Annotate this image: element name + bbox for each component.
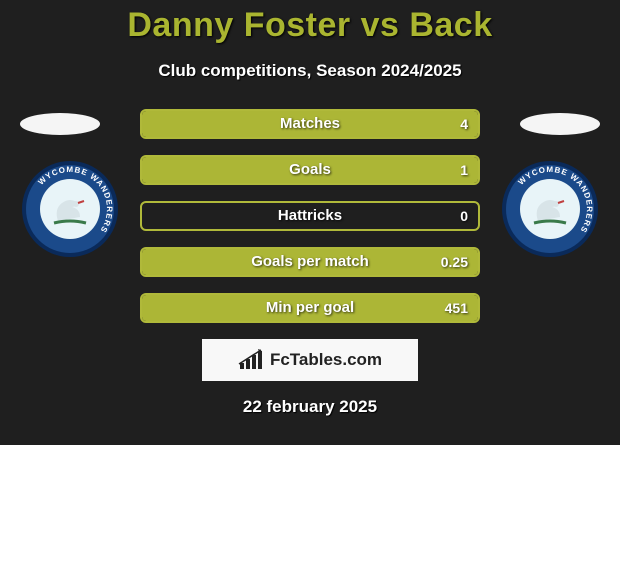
stat-label: Hattricks <box>142 203 478 229</box>
stat-label: Min per goal <box>142 295 478 321</box>
brand-name: FcTables.com <box>270 350 382 370</box>
bar-chart-icon <box>238 349 264 371</box>
spotlight-left <box>20 113 100 135</box>
stat-row: Min per goal451 <box>140 293 480 323</box>
date-label: 22 february 2025 <box>0 397 620 417</box>
spotlight-right <box>520 113 600 135</box>
stat-row: Goals per match0.25 <box>140 247 480 277</box>
stat-row: Hattricks0 <box>140 201 480 231</box>
stat-label: Goals <box>142 157 478 183</box>
club-badge-svg: WYCOMBE WANDERERS <box>500 159 600 259</box>
stat-row: Goals1 <box>140 155 480 185</box>
bottom-whitespace <box>0 445 620 580</box>
club-badge-svg: WYCOMBE WANDERERS <box>20 159 120 259</box>
stat-value-right: 0.25 <box>441 249 468 275</box>
content: WYCOMBE WANDERERS WYCOMBE WANDERERS <box>0 109 620 417</box>
stat-value-right: 1 <box>460 157 468 183</box>
stat-rows: Matches4Goals1Hattricks0Goals per match0… <box>140 109 480 323</box>
stat-value-right: 4 <box>460 111 468 137</box>
subtitle: Club competitions, Season 2024/2025 <box>0 61 620 81</box>
stat-row: Matches4 <box>140 109 480 139</box>
stat-label: Matches <box>142 111 478 137</box>
stat-value-right: 0 <box>460 203 468 229</box>
brand-box: FcTables.com <box>202 339 418 381</box>
infographic-card: Danny Foster vs Back Club competitions, … <box>0 0 620 445</box>
club-badge-right: WYCOMBE WANDERERS <box>500 159 600 259</box>
stat-label: Goals per match <box>142 249 478 275</box>
page-title: Danny Foster vs Back <box>0 0 620 45</box>
club-badge-left: WYCOMBE WANDERERS <box>20 159 120 259</box>
stat-value-right: 451 <box>445 295 468 321</box>
